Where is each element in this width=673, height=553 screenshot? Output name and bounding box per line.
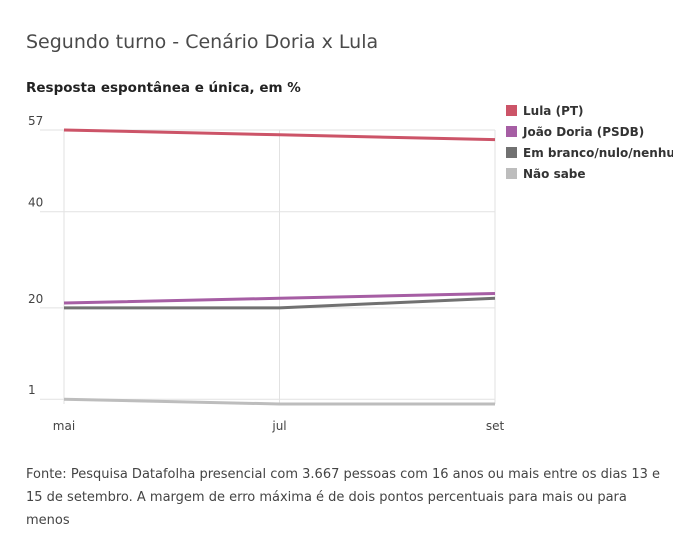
x-tick-label: set xyxy=(486,419,505,433)
y-tick-label: 1 xyxy=(28,383,36,397)
legend-label: Não sabe xyxy=(523,166,586,181)
legend-swatch xyxy=(506,126,517,137)
chart-subtitle: Resposta espontânea e única, em % xyxy=(26,80,301,96)
legend-item: Lula (PT) xyxy=(506,100,673,121)
legend-swatch xyxy=(506,168,517,179)
series-line xyxy=(64,296,496,310)
legend-item: Não sabe xyxy=(506,163,673,184)
source-note: Fonte: Pesquisa Datafolha presencial com… xyxy=(26,467,661,528)
y-tick-label: 57 xyxy=(28,114,43,128)
legend-item: João Doria (PSDB) xyxy=(506,121,673,142)
x-tick-label: jul xyxy=(271,419,286,433)
legend-item: Em branco/nulo/nenhum xyxy=(506,142,673,163)
legend-label: Em branco/nulo/nenhum xyxy=(523,145,673,160)
legend-swatch xyxy=(506,105,517,116)
series-line xyxy=(63,128,496,142)
legend-label: João Doria (PSDB) xyxy=(523,124,645,139)
legend-swatch xyxy=(506,147,517,158)
series-line xyxy=(63,397,495,406)
y-tick-label: 40 xyxy=(28,196,43,210)
legend-label: Lula (PT) xyxy=(523,103,584,118)
x-tick-label: mai xyxy=(53,419,75,433)
y-tick-label: 20 xyxy=(28,292,43,306)
series-line xyxy=(63,291,496,305)
chart-legend: Lula (PT) João Doria (PSDB) Em branco/nulo… xyxy=(506,100,673,184)
chart-title: Segundo turno - Cenário Doria x Lula xyxy=(26,31,379,53)
